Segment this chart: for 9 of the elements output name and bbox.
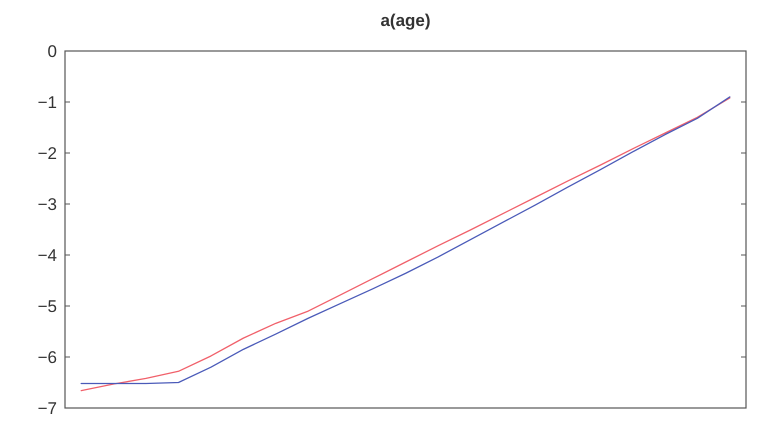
y-tick-label: −6	[38, 348, 57, 367]
y-tick-label: 0	[48, 42, 57, 61]
y-tick-label: −2	[38, 144, 57, 163]
chart-title: a(age)	[380, 11, 431, 30]
y-tick-label: −4	[38, 246, 57, 265]
y-tick-label: −1	[38, 92, 57, 112]
y-tick-label: −3	[38, 194, 57, 214]
y-tick-label: −5	[38, 296, 57, 316]
y-tick-label: −7	[38, 398, 57, 418]
